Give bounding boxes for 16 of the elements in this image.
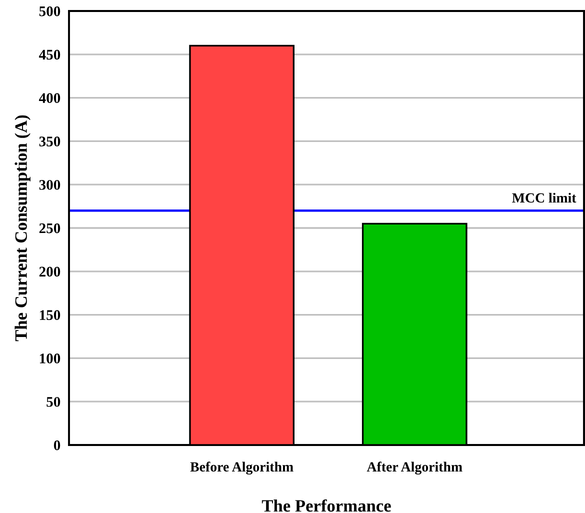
- x-tick-label: Before Algorithm: [190, 462, 294, 475]
- y-tick-label: 250: [39, 223, 60, 234]
- y-tick-label: 300: [39, 180, 60, 190]
- y-tick-label: 0: [54, 440, 60, 450]
- y-tick-label: 100: [40, 354, 60, 364]
- x-tick-label: After Algorithm: [366, 462, 462, 475]
- y-tick-label: 200: [39, 266, 60, 277]
- y-tick-label: 500: [39, 6, 60, 16]
- y-tick-label: 150: [40, 310, 60, 320]
- y-tick-label: 400: [38, 93, 60, 104]
- y-tick-label: 50: [46, 396, 60, 407]
- y-tick-label: 450: [38, 50, 60, 60]
- y-tick-label: 350: [39, 136, 60, 146]
- y-axis-title: The Current Consumption (A): [14, 115, 30, 342]
- x-axis-title: The Performance: [262, 499, 391, 512]
- ref-line-label: MCC limit: [512, 192, 576, 203]
